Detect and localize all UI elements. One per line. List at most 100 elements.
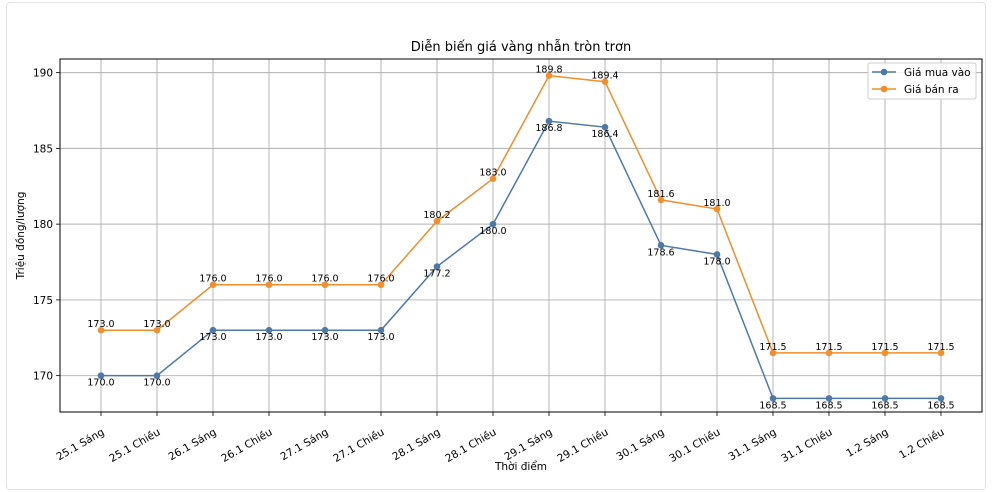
- sell-price-label: 171.5: [815, 342, 842, 353]
- buy-price-label: 168.5: [927, 400, 954, 411]
- plot-border: [59, 58, 983, 413]
- buy-price-label: 170.0: [143, 378, 170, 389]
- x-axis-ticks: 25.1 Sáng 25.1 Chiều 26.1 Sáng 26.1 Chiều 27…: [54, 412, 947, 465]
- buy-price-label: 168.5: [871, 400, 898, 411]
- buy-price-point: [97, 372, 105, 379]
- y-axis-ticks: 170 175 180 185 190: [33, 68, 60, 383]
- y-tick-label: 170: [33, 371, 53, 383]
- buy-price-point: [881, 395, 889, 402]
- buy-price-point: [433, 263, 441, 270]
- sell-price-label: 173.0: [87, 319, 114, 330]
- buy-price-point: [265, 326, 273, 334]
- buy-price-label: 177.2: [423, 269, 450, 280]
- x-tick-label: 1.2 Chiều: [897, 426, 946, 461]
- sell-price-point: [489, 175, 497, 182]
- buy-price-point: [769, 395, 777, 402]
- x-tick-label: 25.1 Sáng: [54, 426, 106, 463]
- sell-price-point: [545, 72, 553, 79]
- buy-price-label: 170.0: [87, 378, 114, 389]
- sell-price-point: [657, 196, 665, 204]
- y-tick-label: 190: [33, 68, 53, 80]
- legend-label-sell: Giá bán ra: [904, 84, 959, 96]
- y-axis-title: Triệu đồng/lượng: [15, 192, 27, 281]
- sell-price-label: 183.0: [479, 168, 506, 179]
- y-tick-label: 175: [33, 295, 53, 307]
- chart-title: Diễn biến giá vàng nhẫn tròn trơn: [411, 40, 631, 55]
- buy-price-label: 168.5: [759, 400, 786, 411]
- x-tick-label: 30.1 Chiều: [667, 426, 722, 465]
- buy-price-line: [101, 120, 941, 400]
- legend-marker-buy: [880, 68, 888, 76]
- sell-price-point: [769, 349, 777, 357]
- sell-price-point: [209, 281, 217, 289]
- buy-price-label: 168.5: [815, 400, 842, 411]
- plot-area: [60, 59, 982, 412]
- y-tick-label: 185: [33, 143, 53, 155]
- buy-price-point: [713, 251, 721, 258]
- buy-price-point: [545, 117, 553, 125]
- buy-price-label: 178.0: [703, 256, 730, 267]
- buy-price-label: 173.0: [311, 332, 338, 343]
- sell-price-line: [101, 74, 941, 354]
- sell-price-label: 171.5: [927, 342, 954, 353]
- buy-price-point: [489, 220, 497, 228]
- buy-price-point: [153, 372, 161, 379]
- x-tick-label: 31.1 Chiều: [779, 426, 834, 465]
- x-tick-label: 26.1 Chiều: [219, 426, 274, 465]
- sell-price-point: [825, 349, 833, 357]
- sell-price-point: [153, 326, 161, 334]
- sell-price-label: 171.5: [759, 342, 786, 353]
- x-tick-label: 27.1 Sáng: [278, 426, 330, 463]
- series-layer: [97, 72, 945, 402]
- buy-price-label: 173.0: [199, 332, 226, 343]
- sell-price-label: 176.0: [255, 274, 282, 285]
- x-tick-label: 27.1 Chiều: [331, 426, 386, 465]
- x-tick-label: 28.1 Sáng: [390, 426, 442, 463]
- legend-label-buy: Giá mua vào: [904, 67, 971, 79]
- buy-price-label: 180.0: [479, 226, 506, 237]
- sell-price-point: [433, 217, 441, 225]
- x-axis-title: Thời điểm: [494, 460, 547, 473]
- buy-price-label: 186.8: [535, 123, 562, 134]
- buy-price-point: [657, 242, 665, 249]
- buy-price-label: 178.6: [647, 247, 674, 258]
- y-tick-label: 180: [33, 219, 53, 231]
- x-tick-label: 26.1 Sáng: [166, 426, 218, 463]
- buy-price-point: [601, 123, 609, 131]
- buy-price-label: 186.4: [591, 129, 618, 140]
- sell-price-point: [97, 326, 105, 334]
- x-tick-label: 31.1 Sáng: [726, 426, 778, 463]
- x-tick-label: 25.1 Chiều: [107, 426, 162, 465]
- buy-price-label: 173.0: [367, 332, 394, 343]
- sell-price-label: 171.5: [871, 342, 898, 353]
- legend-marker-sell: [880, 85, 888, 93]
- buy-price-point: [321, 326, 329, 334]
- sell-price-point: [713, 205, 721, 213]
- sell-price-point: [937, 349, 945, 357]
- x-tick-label: 29.1 Sáng: [502, 426, 554, 463]
- buy-price-point: [825, 395, 833, 402]
- sell-price-point: [321, 281, 329, 289]
- sell-price-label: 176.0: [367, 274, 394, 285]
- sell-price-label: 189.4: [591, 71, 618, 82]
- sell-price-label: 189.8: [535, 65, 562, 76]
- data-labels: 170.0 170.0 173.0 173.0 173.0 173.0 177.2 180.0…: [87, 65, 954, 412]
- legend: Giá mua vào Giá bán ra: [867, 62, 977, 100]
- buy-price-point: [209, 326, 217, 334]
- sell-price-point: [265, 281, 273, 289]
- sell-price-label: 176.0: [199, 274, 226, 285]
- sell-price-label: 173.0: [143, 319, 170, 330]
- x-tick-label: 30.1 Sáng: [614, 426, 666, 463]
- sell-price-label: 176.0: [311, 274, 338, 285]
- x-tick-label: 1.2 Sáng: [844, 426, 890, 460]
- sell-price-label: 181.0: [703, 198, 730, 209]
- sell-price-point: [377, 281, 385, 289]
- sell-price-point: [881, 349, 889, 357]
- buy-price-label: 173.0: [255, 332, 282, 343]
- sell-price-label: 180.2: [423, 210, 450, 221]
- buy-price-point: [377, 326, 385, 334]
- buy-price-point: [937, 395, 945, 402]
- sell-price-label: 181.6: [647, 189, 674, 200]
- x-tick-label: 29.1 Chiều: [555, 426, 610, 465]
